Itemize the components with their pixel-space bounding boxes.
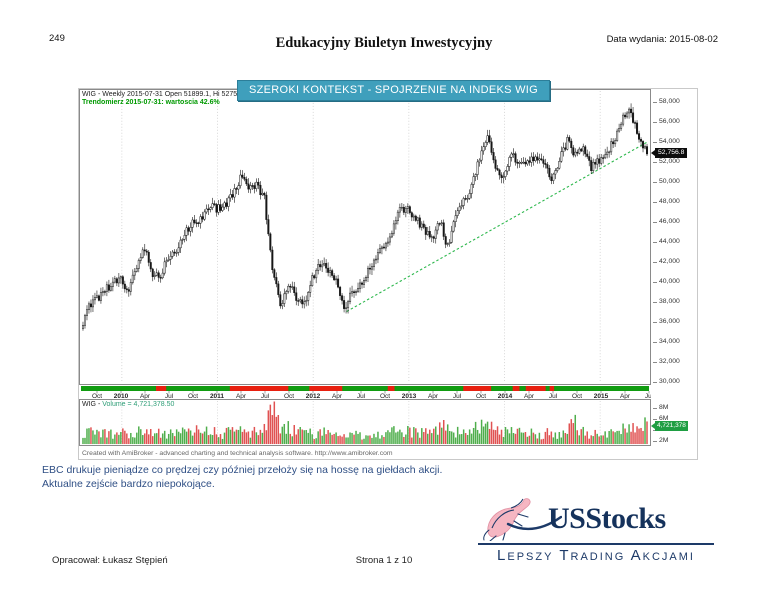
- price-axis-label: 38,000: [653, 297, 680, 305]
- chart-legend-ohlc: WIG - Weekly 2015-07-31 Open 51899.1, Hi…: [82, 91, 318, 98]
- page-title: Edukacyjny Biuletyn Inwestycyjny: [275, 35, 493, 51]
- chart-banner: SZEROKI KONTEKST - SPOJRZENIE NA INDEKS …: [237, 80, 550, 101]
- svg-text:2015: 2015: [594, 393, 609, 399]
- svg-text:Apr: Apr: [140, 393, 151, 399]
- volume-pane-svg: [79, 399, 651, 446]
- volume-axis-label: 6M: [652, 414, 669, 422]
- svg-text:Apr: Apr: [236, 393, 247, 399]
- price-axis-label: 58,000: [653, 97, 680, 105]
- last-price-tag: 52,756.8: [650, 148, 688, 158]
- svg-text:Jul: Jul: [549, 393, 558, 399]
- svg-text:Oct: Oct: [284, 393, 294, 399]
- footer-page-indicator: Strona 1 z 10: [355, 555, 413, 566]
- logo-name: USStocks: [548, 502, 666, 535]
- volume-legend: WIG - Volume = 4,721,378.50: [82, 401, 174, 408]
- commentary-line-1: EBC drukuje pieniądze co prędzej czy póź…: [42, 464, 443, 476]
- price-axis-label: 50,000: [653, 177, 680, 185]
- svg-text:Jul: Jul: [261, 393, 270, 399]
- last-volume-tag: 4,721,378: [651, 421, 688, 431]
- price-axis-label: 44,000: [653, 237, 680, 245]
- price-axis-label: 56,000: [653, 117, 680, 125]
- svg-text:Jul: Jul: [453, 393, 462, 399]
- page-number: 249: [49, 33, 65, 44]
- price-axis-label: 52,000: [653, 157, 680, 165]
- svg-text:Apr: Apr: [524, 393, 535, 399]
- horse-icon: [483, 498, 562, 541]
- price-axis-label: 48,000: [653, 197, 680, 205]
- price-pane-svg: [79, 89, 651, 385]
- amibroker-credit: Created with AmiBroker - advanced charti…: [82, 450, 393, 457]
- wig-chart: WIG - Weekly 2015-07-31 Open 51899.1, Hi…: [78, 88, 698, 460]
- svg-text:Apr: Apr: [620, 393, 631, 399]
- right-axis: 58,000 56,000 54,000 52,000 50,000 48,000 46,0…: [650, 89, 699, 461]
- issue-date: Data wydania: 2015-08-02: [606, 34, 718, 45]
- usstocks-logo: USStocks Lepszy Trading Akcjami: [478, 497, 714, 564]
- price-axis-label: 40,000: [653, 277, 680, 285]
- chart-legend-trendomierz: Trendomierz 2015-07-31: wartoscia 42.6%: [82, 99, 220, 106]
- svg-text:Oct: Oct: [476, 393, 486, 399]
- axis-strip-svg: Oct 2010 Apr Jul Oct 2011 Apr Jul Oct 2012 Apr Jul O…: [79, 385, 651, 399]
- svg-text:2012: 2012: [306, 393, 321, 399]
- price-axis-label: 34,000: [653, 337, 680, 345]
- svg-text:2014: 2014: [498, 393, 513, 399]
- price-axis-label: 30,000: [653, 377, 680, 385]
- price-axis-label: 46,000: [653, 217, 680, 225]
- svg-text:Jul: Jul: [357, 393, 366, 399]
- price-axis-label: 36,000: [653, 317, 680, 325]
- logo-tagline: Lepszy Trading Akcjami: [478, 543, 714, 564]
- volume-axis-label: 2M: [652, 436, 669, 444]
- svg-text:Apr: Apr: [332, 393, 343, 399]
- commentary: EBC drukuje pieniądze co prędzej czy póź…: [42, 464, 442, 491]
- volume-legend-value: Volume = 4,721,378.50: [102, 401, 175, 408]
- svg-text:2013: 2013: [402, 393, 417, 399]
- price-axis-label: 54,000: [653, 137, 680, 145]
- footer-author: Opracował: Łukasz Stępień: [52, 555, 168, 566]
- svg-text:Oct: Oct: [380, 393, 390, 399]
- svg-text:Apr: Apr: [428, 393, 439, 399]
- price-axis-label: 32,000: [653, 357, 680, 365]
- price-axis-label: 42,000: [653, 257, 680, 265]
- commentary-line-2: Aktualne zejście bardzo niepokojące.: [42, 477, 215, 490]
- volume-legend-symbol: WIG -: [82, 401, 103, 408]
- svg-text:Jul: Jul: [645, 393, 651, 399]
- svg-text:Oct: Oct: [92, 393, 102, 399]
- svg-text:Oct: Oct: [572, 393, 582, 399]
- volume-axis-label: 8M: [652, 403, 669, 411]
- svg-text:Jul: Jul: [165, 393, 174, 399]
- svg-text:2010: 2010: [114, 393, 129, 399]
- svg-text:Oct: Oct: [188, 393, 198, 399]
- svg-text:2011: 2011: [210, 393, 224, 399]
